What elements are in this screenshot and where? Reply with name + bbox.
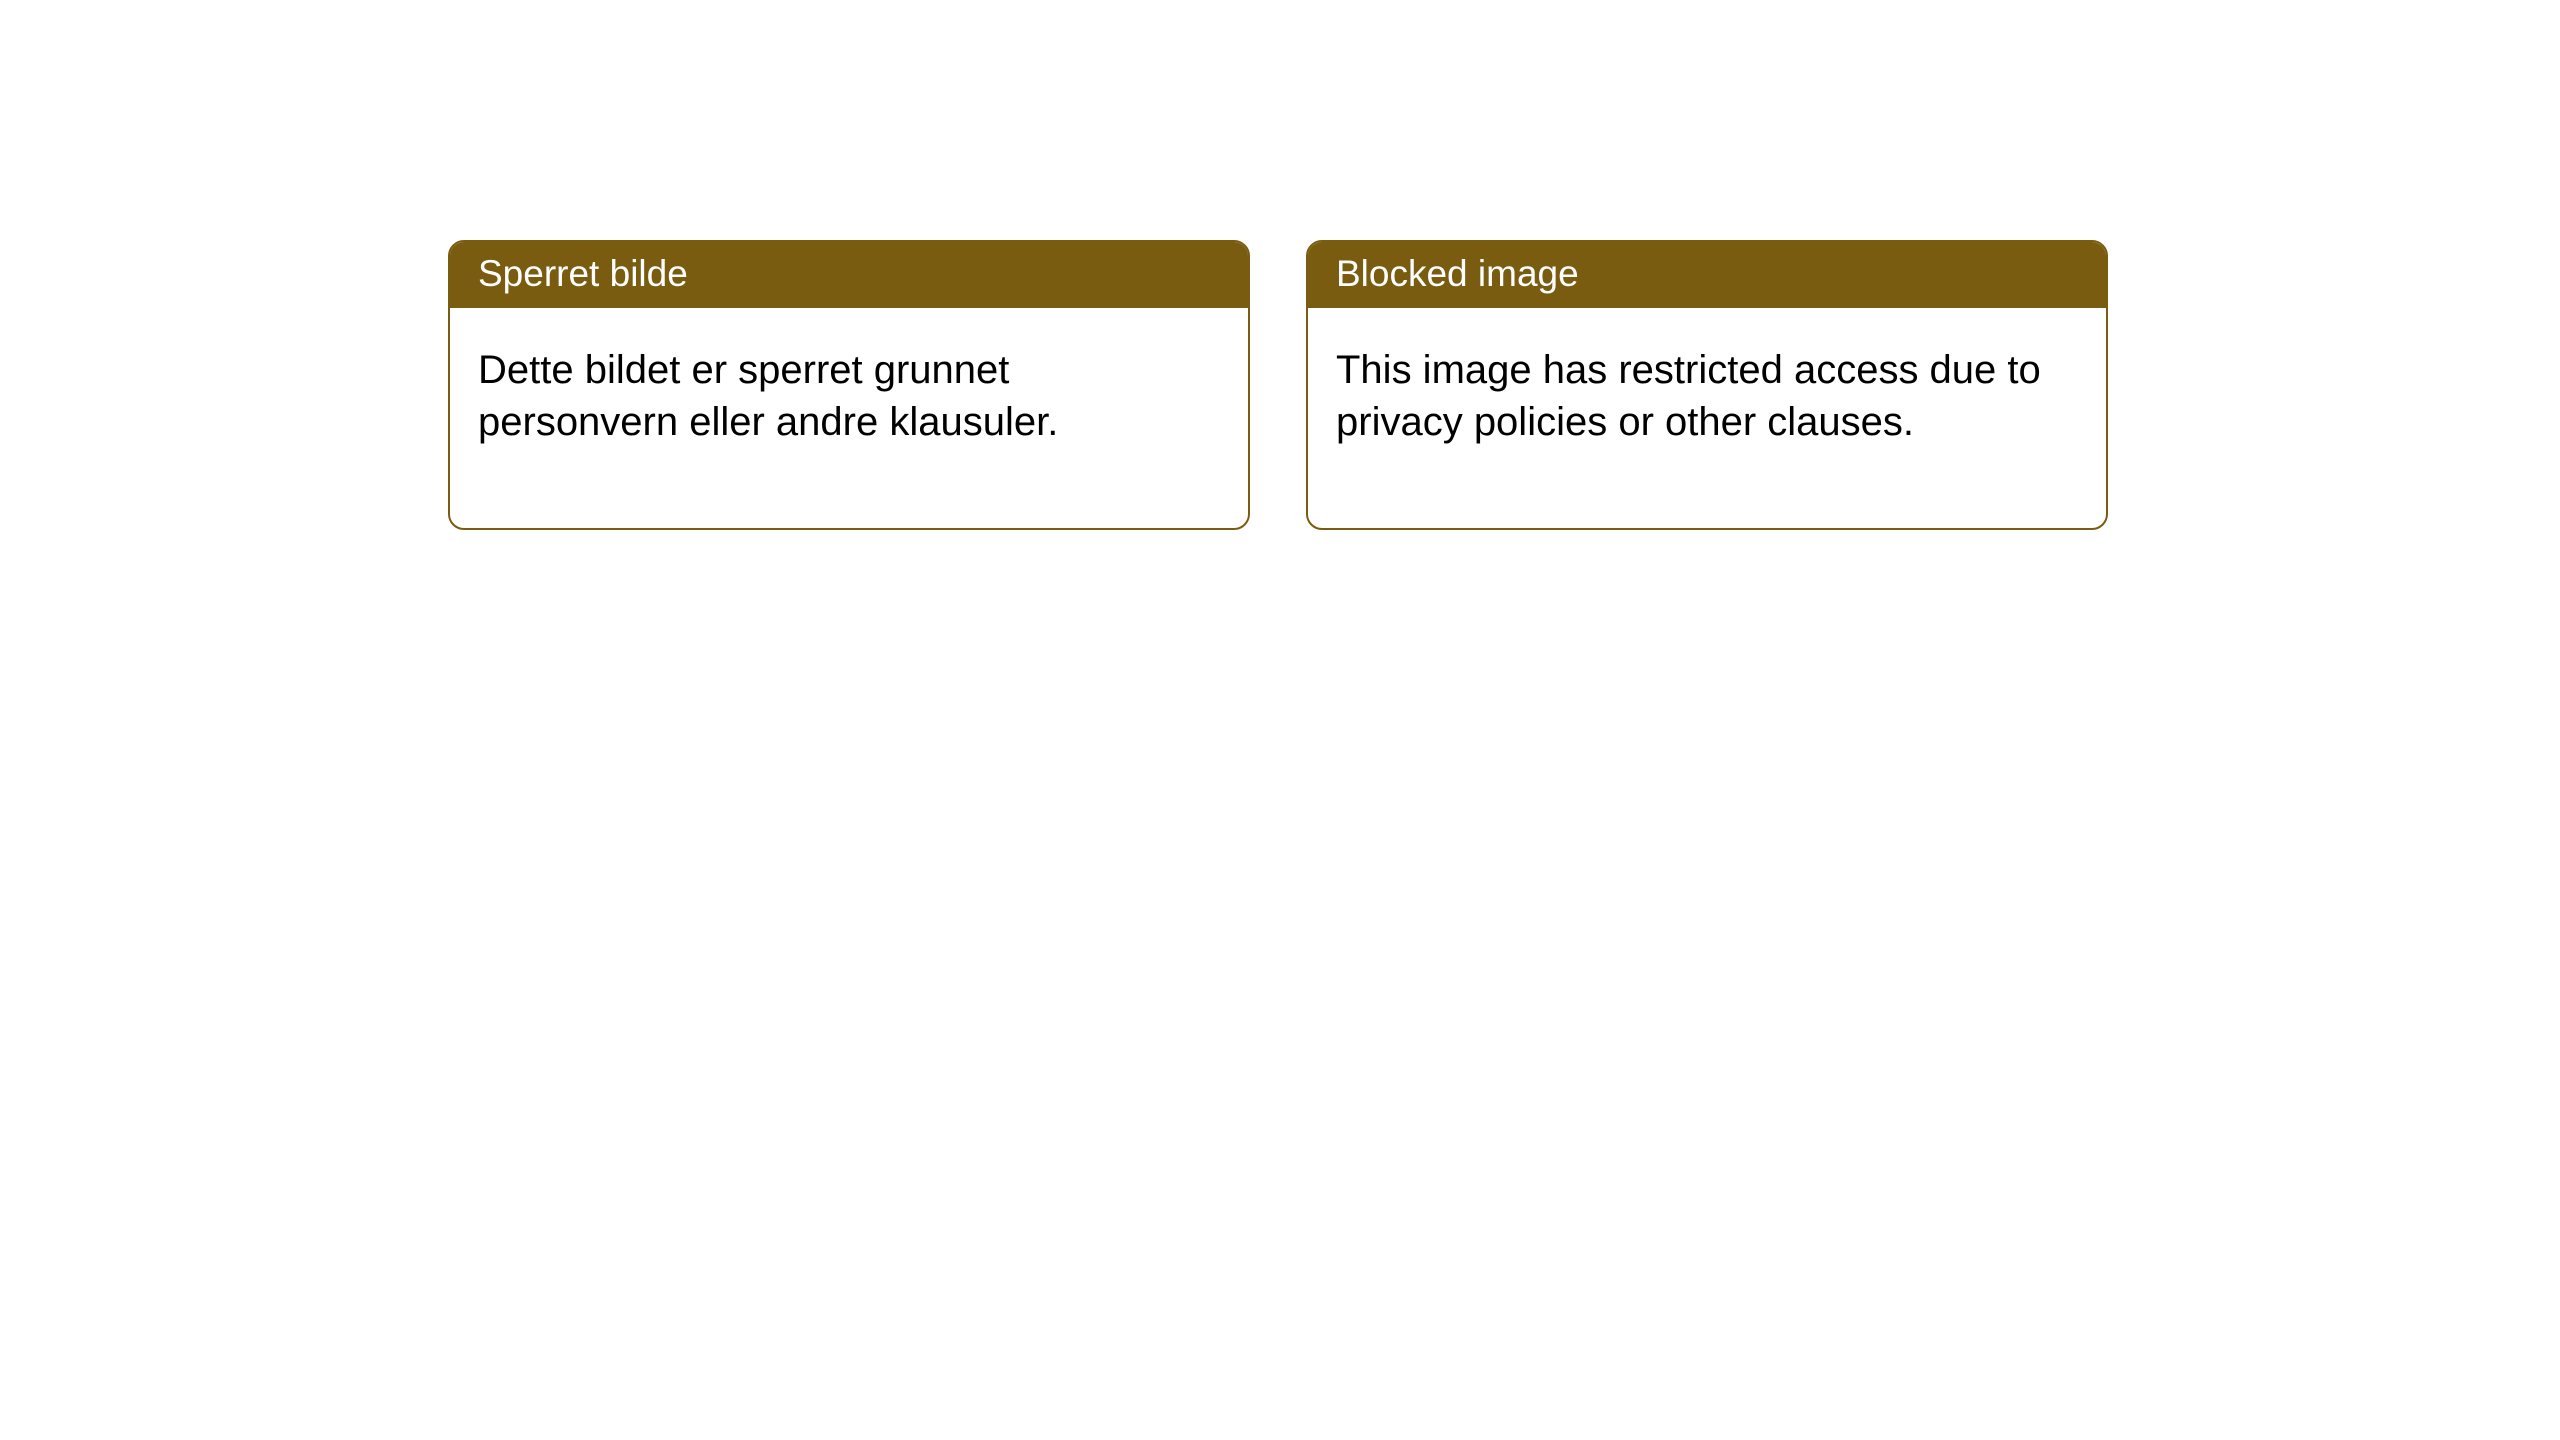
notices-container: Sperret bilde Dette bildet er sperret gr… — [0, 0, 2560, 530]
notice-title: Blocked image — [1336, 253, 1579, 294]
notice-card-norwegian: Sperret bilde Dette bildet er sperret gr… — [448, 240, 1250, 530]
notice-body-text: This image has restricted access due to … — [1336, 348, 2041, 444]
notice-header: Sperret bilde — [450, 242, 1248, 308]
notice-card-english: Blocked image This image has restricted … — [1306, 240, 2108, 530]
notice-body: This image has restricted access due to … — [1308, 308, 2106, 528]
notice-title: Sperret bilde — [478, 253, 688, 294]
notice-header: Blocked image — [1308, 242, 2106, 308]
notice-body: Dette bildet er sperret grunnet personve… — [450, 308, 1248, 528]
notice-body-text: Dette bildet er sperret grunnet personve… — [478, 348, 1058, 444]
